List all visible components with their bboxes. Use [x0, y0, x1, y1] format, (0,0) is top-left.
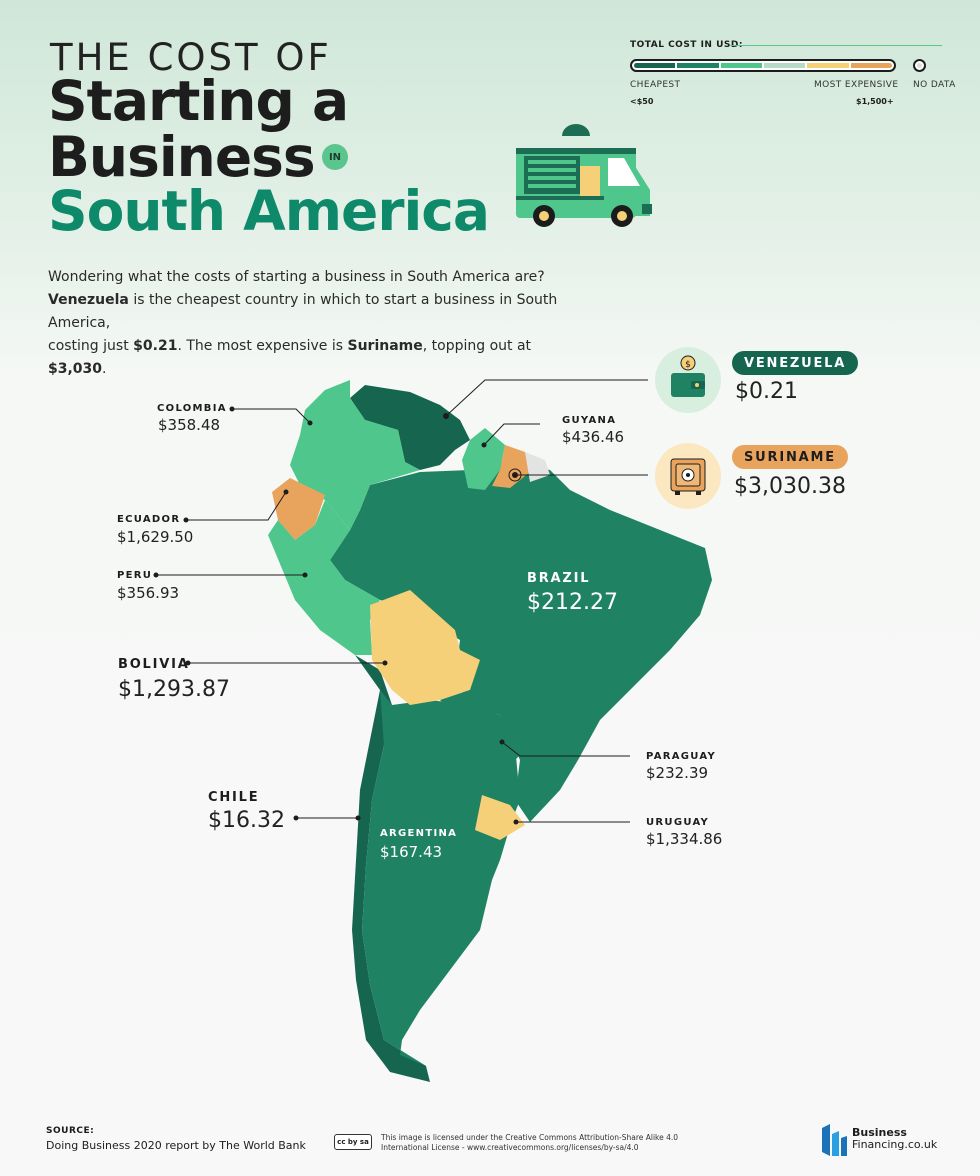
- country-argentina: [362, 690, 520, 1066]
- callout-line-venezuela: [445, 379, 648, 417]
- label-peru-name: PERU: [117, 570, 153, 581]
- legend-swatch-4: [763, 63, 806, 68]
- country-venezuela: [350, 385, 470, 470]
- wallet-coin-icon: $: [655, 347, 721, 413]
- country-bolivia: [370, 590, 480, 705]
- country-brazil: [330, 460, 712, 822]
- label-chile-name: CHILE: [208, 790, 260, 805]
- label-paraguay-name: PARAGUAY: [646, 751, 717, 762]
- country-colombia: [290, 380, 420, 530]
- country-uruguay: [475, 795, 525, 840]
- legend-swatch-3: [720, 63, 762, 68]
- label-guyana-name: GUYANA: [562, 415, 617, 426]
- food-truck-icon: [516, 124, 652, 227]
- label-argentina-name: ARGENTINA: [380, 828, 458, 839]
- source-label: SOURCE:: [46, 1126, 95, 1136]
- source-text: Doing Business 2020 report by The World …: [46, 1139, 306, 1152]
- venezuela-highlight-name: VENEZUELA: [732, 351, 859, 375]
- label-peru-cost: $356.93: [117, 584, 180, 602]
- label-brazil-name: BRAZIL: [527, 571, 591, 586]
- label-uruguay-cost: $1,334.86: [646, 830, 723, 848]
- callout-line-colombia: [232, 408, 311, 424]
- title-line-business: Business: [48, 125, 316, 189]
- intro-expensive-cost: $3,030: [48, 361, 103, 377]
- legend-swatch-6: [850, 63, 892, 68]
- license-text: This image is licensed under the Creativ…: [381, 1133, 679, 1152]
- legend-scale-bar: [630, 59, 896, 72]
- label-colombia-name: COLOMBIA: [157, 403, 227, 414]
- venezuela-highlight-cost: $0.21: [735, 379, 798, 404]
- legend-cheapest-label: CHEAPEST: [630, 80, 681, 90]
- title-prefix: THE COST OF: [50, 36, 332, 79]
- svg-text:$: $: [685, 360, 691, 370]
- label-bolivia-cost: $1,293.87: [118, 677, 230, 702]
- label-colombia-cost: $358.48: [158, 416, 221, 434]
- callout-line-ecuador: [186, 491, 287, 521]
- country-peru: [268, 500, 380, 655]
- suriname-highlight-cost: $3,030.38: [734, 474, 846, 499]
- label-brazil-cost: $212.27: [527, 590, 618, 615]
- label-guyana-cost: $436.46: [562, 428, 625, 446]
- label-bolivia-name: BOLIVIA: [118, 657, 190, 672]
- title-line-starting: Starting a: [48, 69, 349, 133]
- legend-expensive-label: MOST EXPENSIVE: [814, 80, 899, 90]
- label-ecuador-name: ECUADOR: [117, 514, 181, 525]
- title-in-badge: IN: [322, 144, 348, 170]
- label-argentina-cost: $167.43: [380, 843, 443, 861]
- title-line-region: South America: [48, 179, 490, 243]
- legend-nodata-swatch: [913, 59, 926, 72]
- label-paraguay-cost: $232.39: [646, 764, 709, 782]
- legend-swatch-1: [634, 63, 676, 68]
- safe-icon: [655, 443, 721, 509]
- legend-expensive-value: $1,500+: [856, 97, 894, 106]
- logo-text: Business Financing.co.uk: [852, 1126, 938, 1151]
- callout-line-guyana: [483, 423, 540, 446]
- label-uruguay-name: URUGUAY: [646, 817, 710, 828]
- callout-line-paraguay: [501, 741, 630, 757]
- country-guyana: [462, 428, 505, 490]
- intro-cheapest-cost: $0.21: [133, 338, 178, 354]
- suriname-highlight-name: SURINAME: [732, 445, 848, 469]
- legend-swatch-2: [677, 63, 719, 68]
- legend-title: TOTAL COST IN USD:: [630, 40, 743, 50]
- intro-cheapest-country: Venezuela: [48, 292, 129, 308]
- legend-swatch-5: [807, 63, 849, 68]
- legend-divider: [730, 45, 942, 46]
- intro-expensive-country: Suriname: [347, 338, 423, 354]
- businessfinancing-logo-icon: [822, 1124, 847, 1156]
- intro-paragraph: Wondering what the costs of starting a b…: [48, 269, 558, 377]
- cc-license-icon: cc by sa: [334, 1134, 372, 1150]
- legend-cheapest-value: <$50: [630, 97, 654, 106]
- label-ecuador-cost: $1,629.50: [117, 528, 194, 546]
- country-chile: [352, 655, 430, 1082]
- label-chile-cost: $16.32: [208, 808, 285, 833]
- legend-nodata-label: NO DATA: [913, 80, 956, 90]
- country-paraguay: [440, 690, 520, 770]
